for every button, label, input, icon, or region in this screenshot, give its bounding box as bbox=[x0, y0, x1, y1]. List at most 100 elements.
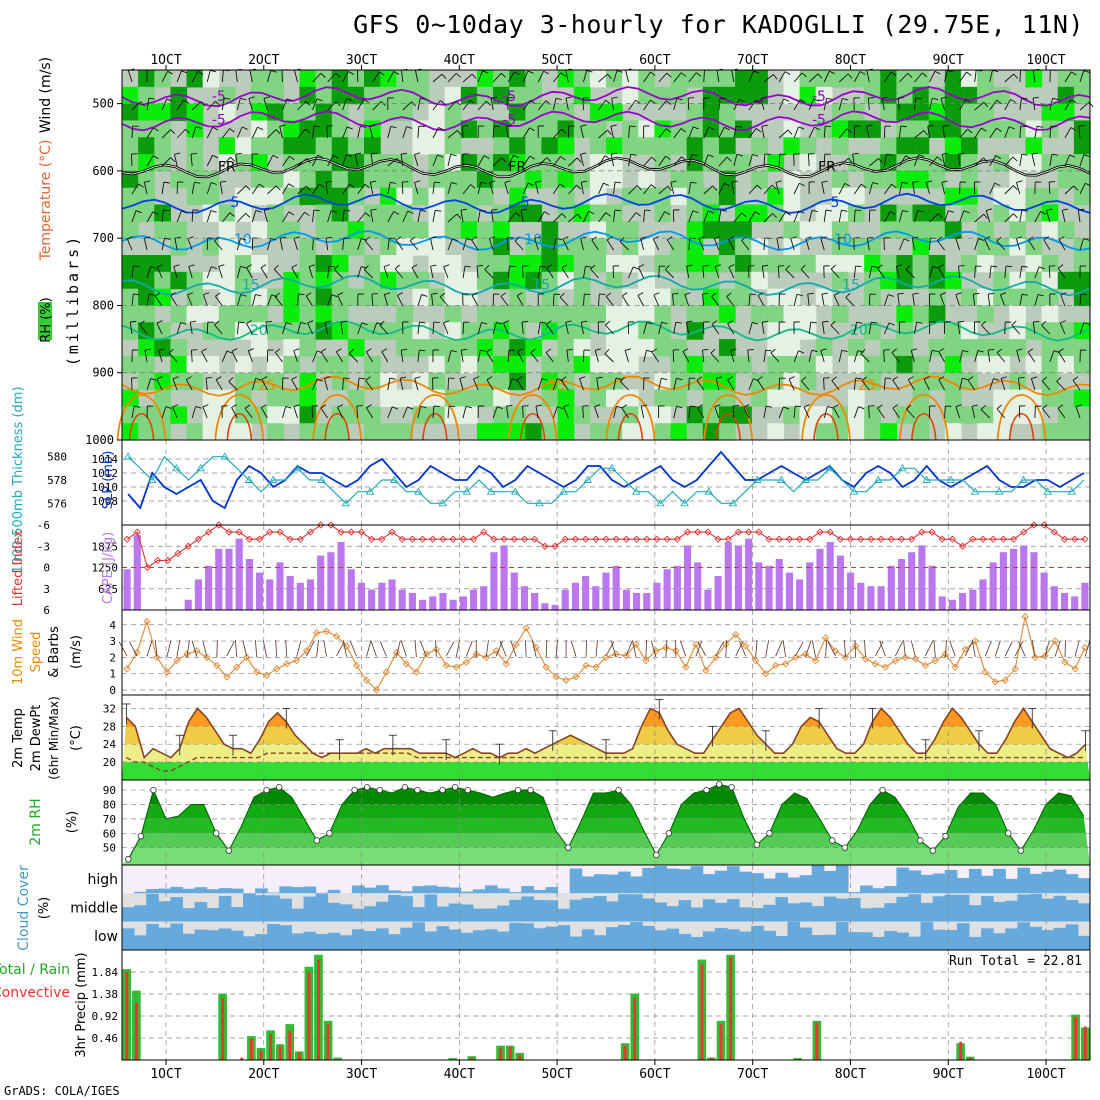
wind-barb bbox=[1056, 381, 1066, 391]
rh-tick-label: 90 bbox=[103, 784, 116, 797]
wind-barb bbox=[757, 295, 765, 307]
cloud-bar bbox=[1029, 926, 1043, 950]
wind-barb-flag bbox=[343, 237, 350, 240]
rh-fill-cell bbox=[428, 137, 446, 155]
wind-barb bbox=[371, 293, 374, 307]
wind-barb bbox=[688, 377, 690, 391]
wind-barb bbox=[833, 295, 840, 307]
rh-fill-cell bbox=[315, 120, 333, 138]
li-point bbox=[235, 528, 243, 536]
wind-barb bbox=[628, 212, 637, 223]
wind-barb bbox=[206, 155, 213, 167]
cloud-bar bbox=[194, 929, 208, 950]
wind-barb bbox=[546, 323, 554, 335]
rh-fill-cell bbox=[654, 423, 672, 441]
cloud-bar bbox=[702, 931, 716, 950]
precip-convective-bar bbox=[269, 1033, 272, 1060]
wind-barb-flag bbox=[695, 72, 702, 77]
wind-barb bbox=[484, 269, 494, 279]
wind-barb-10m bbox=[1018, 641, 1026, 657]
rh-fill-cell bbox=[331, 288, 349, 307]
wind-barb-flag bbox=[279, 236, 287, 239]
wind-barb bbox=[944, 210, 949, 223]
rh-fill-cell bbox=[509, 137, 526, 155]
wind-barb-flag bbox=[272, 154, 279, 159]
wind-barb-flag bbox=[1056, 376, 1062, 382]
wind-barb bbox=[432, 405, 435, 419]
contour-label: -5 bbox=[812, 89, 826, 105]
contour-label: 25 bbox=[858, 378, 876, 394]
rh-fill-cell bbox=[122, 255, 139, 273]
wind-barb bbox=[236, 126, 243, 139]
rh-fill-cell bbox=[944, 154, 962, 172]
wind-barb-flag bbox=[152, 211, 159, 215]
wind-barb bbox=[1034, 211, 1041, 223]
wind-barb-flag bbox=[841, 349, 848, 352]
wind-barb-flag bbox=[1058, 348, 1064, 353]
rh-fill-cell bbox=[170, 406, 188, 424]
wind-barb bbox=[912, 182, 915, 195]
wind-barb-10m bbox=[414, 640, 417, 657]
wind-barb bbox=[506, 406, 509, 419]
wind-barb bbox=[1004, 156, 1014, 167]
wind-barb-flag bbox=[938, 264, 944, 269]
rh-fill-cell bbox=[1009, 170, 1027, 189]
li-point bbox=[612, 535, 620, 543]
rh-fill-cell bbox=[299, 372, 317, 391]
rh-fill-cell bbox=[1009, 204, 1027, 222]
wind-barb bbox=[838, 157, 849, 167]
rh-fill-cell bbox=[735, 255, 752, 273]
wind-barb bbox=[297, 128, 306, 139]
wind-barb-flag bbox=[665, 155, 671, 161]
wind-tick-label: 4 bbox=[109, 619, 116, 632]
rh-extreme-point bbox=[137, 832, 145, 840]
wind-barb-10m bbox=[349, 640, 357, 657]
wind-barb bbox=[803, 406, 810, 419]
wind-barb bbox=[535, 182, 539, 195]
wind-barb bbox=[566, 350, 569, 363]
rh-fill-cell bbox=[654, 86, 672, 105]
wind-barb-flag bbox=[650, 71, 656, 76]
wind-barb bbox=[793, 210, 799, 223]
wind-tick-label: 2 bbox=[109, 651, 116, 664]
wind-barb bbox=[399, 378, 404, 391]
wind-barb-flag bbox=[996, 99, 1002, 105]
wind-barb-flag bbox=[755, 99, 761, 104]
rh-fill-cell bbox=[573, 406, 591, 424]
wind-barb bbox=[146, 155, 154, 167]
thickness-point bbox=[946, 475, 956, 483]
wind-barb-flag bbox=[861, 376, 867, 381]
wind-barb-flag bbox=[220, 180, 227, 183]
wind-barb bbox=[929, 237, 931, 251]
rh-fill-cell bbox=[444, 406, 462, 424]
temperature-legend-label: Temperature (°C) bbox=[38, 140, 54, 262]
temperature-contour bbox=[121, 274, 1091, 297]
wind-barb bbox=[989, 70, 993, 83]
freezing-line-inner bbox=[121, 157, 1091, 178]
rh-fill-cell bbox=[364, 406, 381, 424]
thickness-point bbox=[873, 475, 883, 483]
wind-barb bbox=[325, 182, 329, 195]
rh-fill-cell bbox=[848, 204, 865, 222]
wind-barb-flag bbox=[772, 213, 778, 218]
contour-label: -5 bbox=[502, 112, 516, 128]
thickness-point bbox=[680, 498, 689, 507]
wind-barb bbox=[126, 238, 133, 251]
wind-barb-10m bbox=[695, 640, 703, 657]
rh-fill-cell bbox=[170, 305, 188, 323]
cloud-bar bbox=[339, 904, 353, 922]
wind-barb bbox=[778, 211, 787, 223]
wind-barb-10m bbox=[725, 640, 728, 658]
rh-fill-cell bbox=[557, 238, 575, 256]
wind-barb-flag bbox=[1083, 70, 1090, 73]
wind-barb-flag bbox=[496, 322, 503, 325]
rh-fill-cell bbox=[218, 86, 236, 105]
cloud-bar bbox=[182, 908, 196, 922]
wind-barb bbox=[1049, 125, 1052, 139]
rh-fill-cell bbox=[525, 305, 543, 323]
rh-fill-cell bbox=[299, 339, 317, 357]
wind-barb-flag bbox=[200, 101, 206, 107]
wind-barb-flag bbox=[980, 404, 986, 410]
rh-fill-cell bbox=[718, 86, 736, 105]
wind-speed-point bbox=[801, 650, 810, 658]
